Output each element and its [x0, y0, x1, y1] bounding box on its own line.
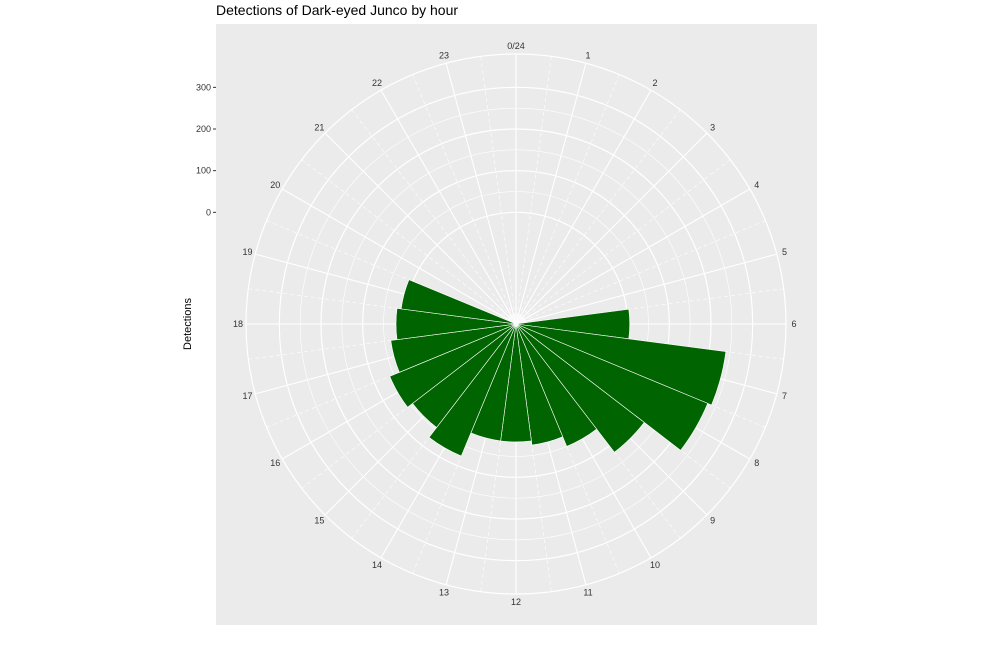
hour-label-3: 3: [710, 122, 715, 132]
bar-hour-18: [395, 308, 517, 340]
bar-hour-19: [400, 279, 517, 325]
bars: [389, 279, 727, 457]
minor-spoke: [515, 74, 620, 325]
major-spoke: [515, 188, 751, 325]
minor-spoke: [412, 74, 517, 325]
hour-label-17: 17: [242, 391, 252, 401]
hour-label-13: 13: [439, 588, 449, 598]
major-spoke: [515, 253, 777, 325]
bar-hour-7: [515, 323, 727, 406]
major-spoke: [515, 63, 587, 325]
hour-label-23: 23: [439, 51, 449, 61]
y-tick-label: 0: [206, 207, 211, 217]
hour-labels: 0/24123456789101112131415161718192021222…: [233, 41, 797, 607]
y-tick-label: 300: [196, 82, 211, 92]
hour-label-6: 6: [791, 319, 796, 329]
hour-label-11: 11: [583, 588, 592, 598]
hour-label-21: 21: [314, 122, 324, 132]
major-spoke: [281, 188, 517, 325]
major-spoke: [324, 132, 517, 325]
hour-label-19: 19: [242, 247, 252, 257]
hour-label-20: 20: [270, 180, 280, 190]
minor-spoke: [515, 56, 552, 325]
hour-label-1: 1: [585, 51, 590, 61]
hour-label-18: 18: [233, 319, 243, 329]
bar-hour-11: [515, 323, 564, 446]
major-spoke: [515, 132, 708, 325]
hour-label-8: 8: [754, 458, 759, 468]
hour-label-0: 0/24: [507, 41, 525, 51]
hour-label-5: 5: [782, 247, 787, 257]
minor-spoke: [515, 159, 731, 325]
hour-label-15: 15: [314, 516, 324, 526]
hour-label-9: 9: [710, 516, 715, 526]
major-spoke: [445, 63, 517, 325]
minor-spoke: [515, 220, 766, 325]
hour-label-16: 16: [270, 458, 280, 468]
hour-label-4: 4: [754, 180, 759, 190]
major-spoke: [380, 89, 517, 325]
hour-label-7: 7: [782, 391, 787, 401]
hour-label-12: 12: [511, 597, 521, 607]
bar-hour-8: [515, 323, 709, 451]
bar-hour-14: [428, 323, 517, 457]
major-spoke: [515, 89, 652, 325]
bar-hour-17: [390, 323, 517, 373]
bar-hour-16: [389, 323, 517, 408]
bar-hour-10: [515, 323, 598, 447]
y-tick-label: 200: [196, 124, 211, 134]
minor-spoke: [480, 56, 517, 325]
hour-label-2: 2: [652, 78, 657, 88]
y-tick-label: 100: [196, 166, 211, 176]
minor-spoke: [351, 109, 517, 325]
bar-hour-9: [515, 323, 645, 453]
grid-lines: [245, 53, 787, 595]
y-axis: 0 100 200 300: [196, 82, 216, 217]
hour-label-22: 22: [372, 78, 382, 88]
minor-spoke: [301, 159, 517, 325]
hour-label-14: 14: [372, 560, 382, 570]
chart-title: Detections of Dark-eyed Junco by hour: [216, 2, 459, 18]
minor-spoke: [515, 109, 681, 325]
hour-label-10: 10: [650, 560, 660, 570]
